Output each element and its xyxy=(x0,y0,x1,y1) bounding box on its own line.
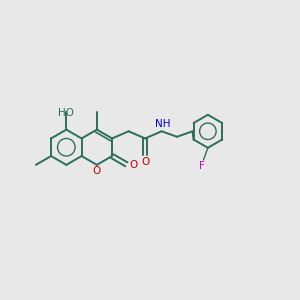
Text: O: O xyxy=(141,157,149,166)
Text: NH: NH xyxy=(155,119,170,129)
Text: O: O xyxy=(129,160,137,170)
Text: O: O xyxy=(93,167,101,176)
Text: F: F xyxy=(200,161,205,171)
Text: HO: HO xyxy=(58,108,74,118)
